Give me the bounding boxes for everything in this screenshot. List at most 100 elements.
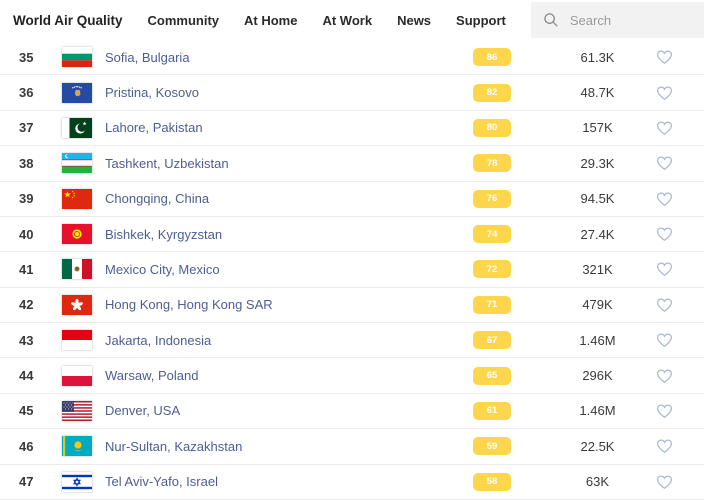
israel-flag-icon bbox=[62, 471, 92, 492]
nav-item-news[interactable]: News bbox=[397, 12, 432, 28]
heart-icon bbox=[656, 333, 673, 351]
followers-count: 1.46M bbox=[579, 332, 616, 348]
followers-count: 1.46M bbox=[579, 403, 616, 419]
follow-heart-button[interactable] bbox=[656, 226, 673, 242]
table-row[interactable]: 43 Jakarta, Indonesia 67 1.46M bbox=[0, 323, 704, 359]
city-link[interactable]: Lahore, Pakistan bbox=[105, 120, 203, 136]
city-link[interactable]: Hong Kong, Hong Kong SAR bbox=[105, 297, 273, 313]
kosovo-flag-icon bbox=[62, 82, 92, 103]
rank-cell: 46 bbox=[19, 438, 34, 454]
table-row[interactable]: 40 Bishkek, Kyrgyzstan 74 27.4K bbox=[0, 217, 704, 253]
kyrgyzstan-flag-icon bbox=[62, 224, 92, 245]
rank-cell: 41 bbox=[19, 261, 34, 277]
heart-icon bbox=[656, 298, 673, 316]
table-row[interactable]: 47 Tel Aviv-Yafo, Israel 58 63K bbox=[0, 465, 704, 500]
aqi-badge: 61 bbox=[473, 401, 511, 420]
followers-count: 48.7K bbox=[580, 85, 615, 101]
uzbekistan-flag-icon bbox=[62, 153, 92, 174]
city-link[interactable]: Denver, USA bbox=[105, 403, 181, 419]
followers-count: 63K bbox=[585, 474, 610, 490]
hong-kong-flag-icon bbox=[62, 294, 92, 315]
table-row[interactable]: 44 Warsaw, Poland 65 296K bbox=[0, 358, 704, 394]
table-row[interactable]: 36 Pristina, Kosovo 82 48.7K bbox=[0, 75, 704, 111]
nav-item-support[interactable]: Support bbox=[456, 12, 506, 28]
rank-cell: 35 bbox=[19, 49, 34, 65]
aqi-badge: 76 bbox=[473, 189, 511, 208]
heart-icon bbox=[656, 262, 673, 280]
followers-count: 157K bbox=[582, 120, 613, 136]
follow-heart-button[interactable] bbox=[656, 191, 673, 207]
follow-heart-button[interactable] bbox=[656, 155, 673, 171]
table-row[interactable]: 38 Tashkent, Uzbekistan 78 29.3K bbox=[0, 146, 704, 182]
follow-heart-button[interactable] bbox=[656, 297, 673, 313]
rank-cell: 47 bbox=[19, 474, 34, 490]
indonesia-flag-icon bbox=[62, 330, 92, 351]
rank-cell: 37 bbox=[19, 120, 34, 136]
pakistan-flag-icon bbox=[62, 117, 92, 138]
rank-cell: 45 bbox=[19, 403, 34, 419]
follow-heart-button[interactable] bbox=[656, 403, 673, 419]
nav-brand-world-air-quality[interactable]: World Air Quality bbox=[13, 12, 123, 28]
heart-icon bbox=[656, 439, 673, 457]
follow-heart-button[interactable] bbox=[656, 438, 673, 454]
mexico-flag-icon bbox=[62, 259, 92, 280]
follow-heart-button[interactable] bbox=[656, 261, 673, 277]
rank-cell: 38 bbox=[19, 155, 34, 171]
heart-icon bbox=[656, 121, 673, 139]
table-row[interactable]: 35 Sofia, Bulgaria 86 61.3K bbox=[0, 40, 704, 76]
nav-item-community[interactable]: Community bbox=[147, 12, 220, 28]
table-row[interactable]: 41 Mexico City, Mexico 72 321K bbox=[0, 252, 704, 288]
followers-count: 29.3K bbox=[580, 155, 615, 171]
kazakhstan-flag-icon bbox=[62, 436, 92, 457]
heart-icon bbox=[656, 156, 673, 174]
city-ranking-table: 35 Sofia, Bulgaria 86 61.3K 36 Pristina,… bbox=[0, 40, 704, 500]
bulgaria-flag-icon bbox=[62, 47, 92, 68]
follow-heart-button[interactable] bbox=[656, 120, 673, 136]
table-row[interactable]: 37 Lahore, Pakistan 80 157K bbox=[0, 111, 704, 147]
follow-heart-button[interactable] bbox=[656, 85, 673, 101]
aqi-badge: 59 bbox=[473, 437, 511, 456]
table-row[interactable]: 46 Nur-Sultan, Kazakhstan 59 22.5K bbox=[0, 429, 704, 465]
city-link[interactable]: Nur-Sultan, Kazakhstan bbox=[105, 438, 243, 454]
search-icon bbox=[543, 12, 559, 28]
nav-item-at-work[interactable]: At Work bbox=[322, 12, 373, 28]
followers-count: 27.4K bbox=[580, 226, 615, 242]
poland-flag-icon bbox=[62, 365, 92, 386]
city-link[interactable]: Pristina, Kosovo bbox=[105, 85, 199, 101]
heart-icon bbox=[656, 86, 673, 104]
city-link[interactable]: Sofia, Bulgaria bbox=[105, 49, 190, 65]
rank-cell: 43 bbox=[19, 332, 34, 348]
rank-cell: 36 bbox=[19, 85, 34, 101]
follow-heart-button[interactable] bbox=[656, 332, 673, 348]
aqi-badge: 67 bbox=[473, 331, 511, 350]
aqi-badge: 72 bbox=[473, 260, 511, 279]
follow-heart-button[interactable] bbox=[656, 368, 673, 384]
city-link[interactable]: Chongqing, China bbox=[105, 191, 210, 207]
city-link[interactable]: Tashkent, Uzbekistan bbox=[105, 155, 229, 171]
follow-heart-button[interactable] bbox=[656, 49, 673, 65]
heart-icon bbox=[656, 227, 673, 245]
china-flag-icon bbox=[62, 188, 92, 209]
table-row[interactable]: 42 Hong Kong, Hong Kong SAR 71 479K bbox=[0, 288, 704, 323]
aqi-badge: 86 bbox=[473, 48, 511, 67]
top-nav: World Air Quality Community At Home At W… bbox=[0, 0, 704, 40]
city-link[interactable]: Jakarta, Indonesia bbox=[105, 332, 212, 348]
heart-icon bbox=[656, 369, 673, 387]
aqi-badge: 78 bbox=[473, 154, 511, 173]
aqi-badge: 80 bbox=[473, 118, 511, 137]
search-input[interactable] bbox=[567, 11, 704, 29]
nav-item-at-home[interactable]: At Home bbox=[244, 12, 298, 28]
follow-heart-button[interactable] bbox=[656, 474, 673, 490]
rank-cell: 40 bbox=[19, 226, 34, 242]
city-link[interactable]: Mexico City, Mexico bbox=[105, 261, 220, 277]
heart-icon bbox=[656, 50, 673, 68]
table-row[interactable]: 45 Denver, USA 61 1.46M bbox=[0, 394, 704, 430]
table-row[interactable]: 39 Chongqing, China 76 94.5K bbox=[0, 182, 704, 217]
followers-count: 22.5K bbox=[580, 438, 615, 454]
city-link[interactable]: Bishkek, Kyrgyzstan bbox=[105, 226, 223, 242]
aqi-badge: 74 bbox=[473, 225, 511, 244]
city-link[interactable]: Warsaw, Poland bbox=[105, 368, 199, 384]
city-link[interactable]: Tel Aviv-Yafo, Israel bbox=[105, 474, 218, 490]
heart-icon bbox=[656, 192, 673, 210]
search-box[interactable] bbox=[530, 2, 704, 38]
